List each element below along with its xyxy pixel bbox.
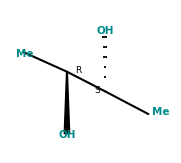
Polygon shape [64, 72, 70, 134]
Text: OH: OH [58, 130, 76, 140]
Text: OH: OH [96, 26, 114, 36]
Text: R: R [75, 66, 81, 75]
Text: Me: Me [152, 107, 170, 117]
Text: S: S [95, 86, 100, 95]
Text: Me: Me [16, 49, 34, 59]
